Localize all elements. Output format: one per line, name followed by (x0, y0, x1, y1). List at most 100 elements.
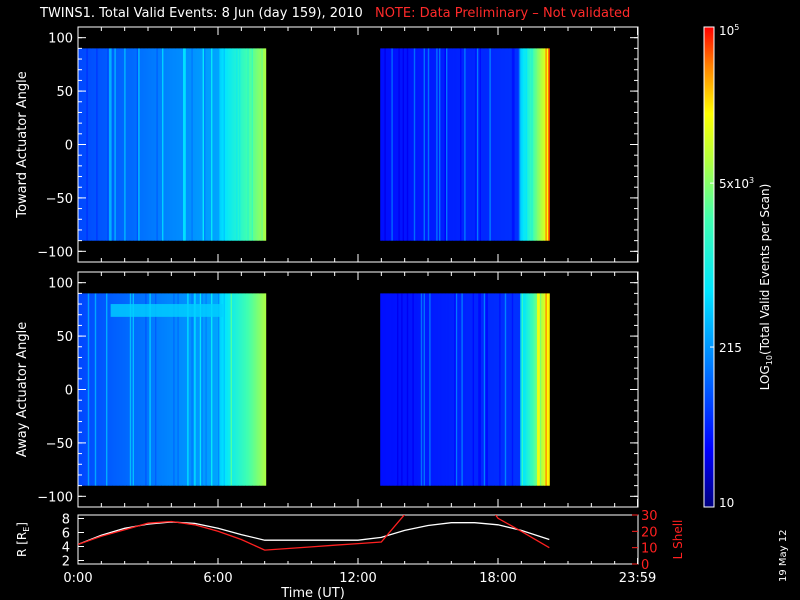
heatmap-cell (448, 293, 451, 486)
heatmap-cell (195, 293, 198, 486)
heatmap-cell (419, 293, 422, 486)
heatmap-cell (462, 48, 465, 241)
heatmap-cell (395, 293, 398, 486)
heatmap-cell (227, 48, 230, 241)
colorbar-tick-label: 215 (719, 341, 742, 355)
heatmap-cell (219, 48, 222, 241)
heatmap-cell (457, 48, 459, 241)
heatmap-cell (118, 48, 121, 241)
heatmap-cell (187, 48, 189, 241)
heatmap-cell (176, 293, 178, 486)
heatmap-cell (149, 48, 152, 241)
ytick-label: −100 (37, 490, 73, 505)
heatmap-cell (99, 48, 101, 241)
heatmap-cell (514, 48, 517, 241)
heatmap-cell (464, 293, 466, 486)
heatmap-cell (401, 48, 403, 241)
heatmap-cell (464, 48, 466, 241)
heatmap-cell (181, 48, 184, 241)
heatmap-cell (469, 293, 472, 486)
heatmap-cell (184, 293, 187, 486)
heatmap-cell (132, 293, 135, 486)
heatmap-cell (511, 48, 514, 241)
heatmap-cell (216, 48, 219, 241)
heatmap-cell (384, 48, 387, 241)
heatmap-cell (408, 48, 410, 241)
heatmap-cell (246, 293, 248, 486)
heatmap-band (110, 304, 223, 317)
heatmap-cell (155, 48, 157, 241)
heatmap-cell (229, 48, 231, 241)
heatmap-cell (262, 293, 265, 486)
heatmap-cell (545, 48, 548, 241)
heatmap-cell (236, 293, 238, 486)
heatmap-cell (262, 48, 265, 241)
heatmap-cell (87, 293, 90, 486)
heatmap-cell (248, 48, 251, 241)
heatmap-cell (542, 48, 545, 241)
heatmap-cell (397, 293, 399, 486)
heatmap-cell (490, 48, 493, 241)
heatmap-cell (539, 48, 542, 241)
heatmap-cell (201, 293, 203, 486)
heatmap-cell (527, 293, 529, 486)
heatmap-cell (188, 293, 191, 486)
heatmap-cell (237, 293, 240, 486)
heatmap-cell (482, 48, 485, 241)
heatmap-cell (439, 293, 441, 486)
heatmap-cell (398, 48, 401, 241)
heatmap-cell (535, 48, 538, 241)
heatmap-cell (115, 293, 118, 486)
heatmap-cell (509, 293, 511, 486)
heatmap-cell (222, 48, 224, 241)
heatmap-cell (107, 48, 110, 241)
heatmap-cell (401, 293, 403, 486)
heatmap-cell (205, 48, 208, 241)
heatmap-cell (211, 293, 213, 486)
heatmap-cell (405, 293, 408, 486)
heatmap-cell (413, 293, 416, 486)
heatmap-cell (190, 293, 192, 486)
heatmap-cell (209, 48, 212, 241)
heatmap-cell (124, 293, 126, 486)
heatmap-cell (499, 293, 501, 486)
heatmap-cell (230, 293, 233, 486)
heatmap-cell (443, 48, 445, 241)
heatmap-cell (244, 48, 247, 241)
ytick-right-label: 10 (641, 542, 658, 557)
heatmap-cell (96, 48, 98, 241)
heatmap-cell (246, 48, 248, 241)
heatmap-cell (504, 293, 507, 486)
heatmap-cell (253, 48, 255, 241)
heatmap-cell (100, 48, 103, 241)
ytick-right-label: 30 (641, 509, 658, 524)
heatmap-cell (227, 293, 230, 486)
heatmap-cell (525, 293, 528, 486)
heatmap-cell (265, 293, 267, 486)
heatmap-cell (265, 48, 267, 241)
heatmap-cell (89, 293, 91, 486)
heatmap-cell (145, 48, 147, 241)
heatmap-cell (478, 48, 480, 241)
heatmap-cell (416, 48, 419, 241)
colorbar-tick-label: 5x103 (719, 176, 754, 191)
heatmap-cell (115, 48, 118, 241)
heatmap-cell (257, 48, 259, 241)
heatmap-cell (110, 293, 112, 486)
heatmap-cell (183, 293, 185, 486)
heatmap-cell (439, 48, 441, 241)
heatmap-cell (399, 293, 402, 486)
heatmap-cell (532, 293, 535, 486)
heatmap-cell (90, 293, 93, 486)
heatmap-cell (177, 293, 180, 486)
heatmap-cell (92, 48, 94, 241)
heatmap-cell (213, 293, 216, 486)
heatmap-panel-1: 100 50 0 −50 −100 Toward Actuator Angle (15, 26, 639, 263)
heatmap-cell (111, 48, 114, 241)
heatmap-cell (86, 48, 89, 241)
heatmap-cell (206, 48, 209, 241)
heatmap-cell (502, 48, 504, 241)
heatmap-cell (169, 293, 171, 486)
heatmap-cell (201, 48, 203, 241)
heatmap-cell (392, 48, 395, 241)
